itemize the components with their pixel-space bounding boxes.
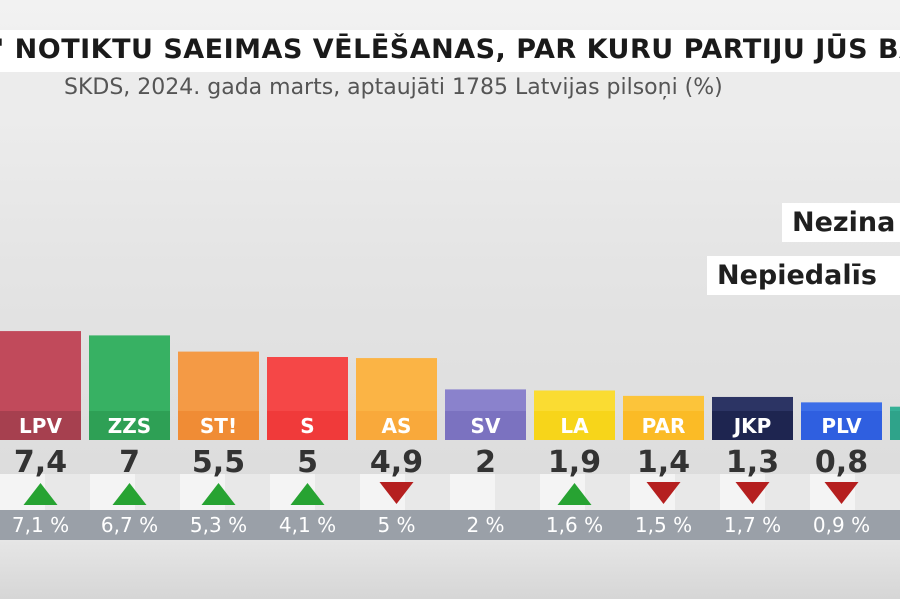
value-label: 2	[475, 445, 496, 480]
value-label: 0,8	[815, 445, 868, 480]
previous-value-label: 2 %	[466, 513, 504, 537]
value-label: 1,3	[726, 445, 779, 480]
party-label-box	[712, 411, 793, 440]
bar-plv	[801, 402, 882, 411]
bar-other	[890, 406, 900, 411]
trend-up-icon	[557, 483, 592, 505]
party-label: PAR	[642, 414, 686, 438]
party-label-box	[890, 411, 900, 440]
title-bar: ' NOTIKTU SAEIMAS VĒLĒŠANAS, PAR KURU PA…	[0, 30, 900, 72]
bar-sv	[445, 389, 526, 411]
party-label-box	[267, 411, 348, 440]
value-label: 5	[297, 445, 318, 480]
previous-value-label: 1,7 %	[724, 513, 781, 537]
bar-s	[267, 357, 348, 411]
bottom-panel	[0, 540, 900, 599]
trend-down-icon	[735, 482, 770, 504]
party-label: S	[300, 414, 314, 438]
value-label: 7	[119, 445, 140, 480]
party-label: ST!	[200, 414, 237, 438]
value-label: 4,9	[370, 445, 423, 480]
party-label-box	[623, 411, 704, 440]
value-label: 1,9	[548, 445, 601, 480]
previous-value-label: 4,1 %	[279, 513, 336, 537]
bar-la	[534, 390, 615, 411]
previous-value-label: 7,1 %	[12, 513, 69, 537]
trend-up-icon	[23, 483, 58, 505]
value-label: 5,5	[192, 445, 245, 480]
party-label-box	[534, 411, 615, 440]
previous-value-label: 6,7 %	[101, 513, 158, 537]
party-label: AS	[382, 414, 412, 438]
bar-jkp	[712, 396, 793, 411]
party-label: PLV	[821, 414, 862, 438]
chart-subtitle: SKDS, 2024. gada marts, aptaujāti 1785 L…	[64, 75, 723, 100]
previous-value-label: 5 %	[377, 513, 415, 537]
trend-up-icon	[201, 483, 236, 505]
bar-as	[356, 358, 437, 411]
trend-up-icon	[112, 483, 147, 505]
trend-up-icon	[290, 483, 325, 505]
value-label: 7,4	[14, 445, 67, 480]
trend-down-icon	[646, 482, 681, 504]
previous-values-strip	[0, 510, 900, 540]
party-label-box	[178, 411, 259, 440]
subtitle-bar: SKDS, 2024. gada marts, aptaujāti 1785 L…	[0, 72, 900, 108]
party-label: SV	[471, 414, 501, 438]
party-label: JKP	[732, 414, 772, 438]
value-label: 1,4	[637, 445, 690, 480]
bar-zzs	[89, 335, 170, 411]
side-label-nepiedalis: Nepiedalīs	[707, 256, 900, 295]
trend-down-icon	[379, 482, 414, 504]
chart-title: ' NOTIKTU SAEIMAS VĒLĒŠANAS, PAR KURU PA…	[0, 34, 900, 65]
party-label-box	[801, 411, 882, 440]
party-label-box	[89, 411, 170, 440]
party-label-box	[356, 411, 437, 440]
side-label-nezina: Nezina	[782, 203, 900, 242]
previous-value-label: 0,9 %	[813, 513, 870, 537]
party-label: LA	[560, 414, 589, 438]
previous-value-label: 1,5 %	[635, 513, 692, 537]
party-label-box	[0, 411, 81, 440]
previous-value-label: 1,6 %	[546, 513, 603, 537]
party-label: ZZS	[108, 414, 151, 438]
previous-value-label: 5,3 %	[190, 513, 247, 537]
bar-par	[623, 395, 704, 411]
party-label: LPV	[19, 414, 62, 438]
party-label-box	[445, 411, 526, 440]
bar-lpv	[0, 331, 81, 411]
bar-st	[178, 351, 259, 411]
trend-down-icon	[824, 482, 859, 504]
